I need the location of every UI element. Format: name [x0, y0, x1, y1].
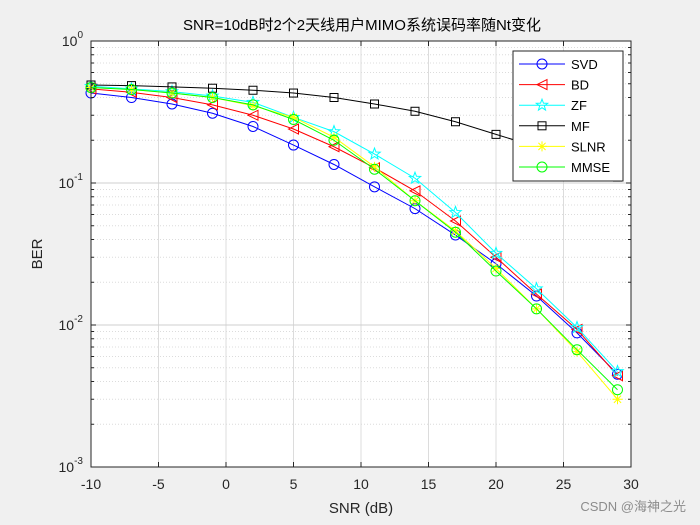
data-point-mmse: [328, 134, 340, 146]
legend-marker-bd: [535, 78, 548, 91]
data-point-mf: [329, 93, 339, 103]
legend-item-mmse: MMSE: [519, 160, 610, 175]
axis-ticks: [90, 40, 632, 468]
legend-marker-slnr: [537, 141, 547, 152]
data-point-slnr: [612, 394, 623, 405]
data-point-mf: [410, 106, 420, 116]
data-point-mf: [451, 117, 460, 127]
y-tick-label: 10-2: [59, 314, 84, 333]
data-point-zf: [569, 320, 585, 334]
data-point-zf: [367, 146, 382, 161]
data-point-zf: [488, 245, 504, 260]
y-tick-labels: 10-3 10-2 10-1 100: [59, 30, 84, 475]
data-point-mf: [248, 85, 258, 95]
data-point-mmse: [612, 384, 623, 396]
data-point-bd: [611, 369, 623, 382]
data-point-mf: [491, 129, 501, 139]
y-tick-label: 100: [62, 30, 84, 49]
data-point-mmse: [409, 195, 421, 207]
legend-label-mmse: MMSE: [571, 160, 610, 175]
legend-item-slnr: SLNR: [519, 139, 606, 154]
x-tick-label: -5: [152, 476, 165, 492]
x-tick-label: 5: [290, 476, 298, 492]
x-tick-label: 15: [421, 476, 437, 492]
data-point-bd: [408, 185, 421, 197]
data-point-bd: [287, 123, 299, 135]
legend-label-bd: BD: [571, 78, 589, 93]
series-line-svd: [90, 92, 618, 375]
legend-marker-mmse: [536, 161, 548, 173]
legend-label-slnr: SLNR: [571, 139, 606, 154]
data-point-zf: [448, 205, 463, 219]
data-point-slnr: [288, 112, 299, 123]
data-point-bd: [449, 215, 461, 227]
data-point-svd: [247, 120, 259, 132]
series-line-zf: [90, 85, 618, 372]
data-point-mmse: [450, 226, 461, 238]
y-tick-label: 10-3: [59, 456, 84, 475]
legend-item-svd: SVD: [519, 57, 598, 72]
data-point-slnr: [491, 263, 501, 274]
data-point-mmse: [288, 114, 299, 126]
legend-label-svd: SVD: [571, 57, 598, 72]
x-tick-label: 10: [353, 476, 369, 492]
data-point-mmse: [531, 303, 542, 315]
data-point-slnr: [450, 225, 461, 236]
data-point-svd: [369, 181, 380, 193]
y-tick-label: 10-1: [59, 172, 84, 191]
legend-marker-svd: [536, 58, 548, 70]
x-tick-labels: -10 -5 0 5 10 15 20 25 30: [81, 476, 639, 492]
data-point-bd: [246, 109, 259, 122]
data-point-mmse: [166, 87, 178, 99]
data-point-svd: [207, 107, 218, 119]
data-point-mmse: [126, 84, 137, 96]
data-point-slnr: [572, 346, 582, 357]
x-tick-label: -10: [81, 476, 101, 492]
data-point-slnr: [329, 132, 339, 143]
watermark: CSDN @海神之光: [580, 499, 686, 514]
data-point-mmse: [571, 344, 583, 356]
x-tick-label: 30: [623, 476, 639, 492]
series-line-bd: [90, 88, 618, 376]
legend-marker-zf: [534, 97, 550, 112]
legend: SVD BD ZF MF SLNR MMSE: [512, 50, 624, 182]
data-point-mmse: [247, 99, 259, 111]
series-layer: [83, 78, 625, 405]
data-point-svd: [328, 158, 340, 170]
data-point-mf: [289, 88, 298, 98]
data-point-slnr: [369, 161, 380, 172]
legend-item-bd: BD: [519, 78, 589, 93]
data-point-mf: [370, 99, 379, 109]
data-point-zf: [610, 364, 625, 378]
legend-label-mf: MF: [571, 119, 590, 134]
data-point-mmse: [490, 265, 502, 277]
x-tick-label: 20: [488, 476, 504, 492]
data-point-bd: [327, 140, 340, 153]
x-tick-label: 0: [222, 476, 230, 492]
series-line-mmse: [90, 87, 618, 391]
x-tick-label: 25: [556, 476, 572, 492]
data-point-mmse: [369, 163, 380, 175]
data-point-mmse: [207, 92, 218, 104]
y-axis-label: BER: [29, 238, 46, 269]
data-point-svd: [166, 98, 178, 110]
data-point-slnr: [248, 100, 258, 111]
legend-item-mf: MF: [519, 119, 590, 134]
legend-marker-mf: [537, 121, 547, 131]
data-point-svd: [288, 139, 299, 151]
legend-label-zf: ZF: [571, 98, 587, 113]
chart-title: SNR=10dB时2个2天线用户MIMO系统误码率随Nt变化: [183, 17, 541, 34]
legend-item-zf: ZF: [519, 97, 587, 113]
legend-box: [512, 50, 624, 182]
data-point-zf: [529, 281, 544, 295]
series-mmse: [85, 82, 623, 396]
x-axis-label: SNR (dB): [329, 500, 393, 517]
data-point-zf: [407, 170, 423, 185]
